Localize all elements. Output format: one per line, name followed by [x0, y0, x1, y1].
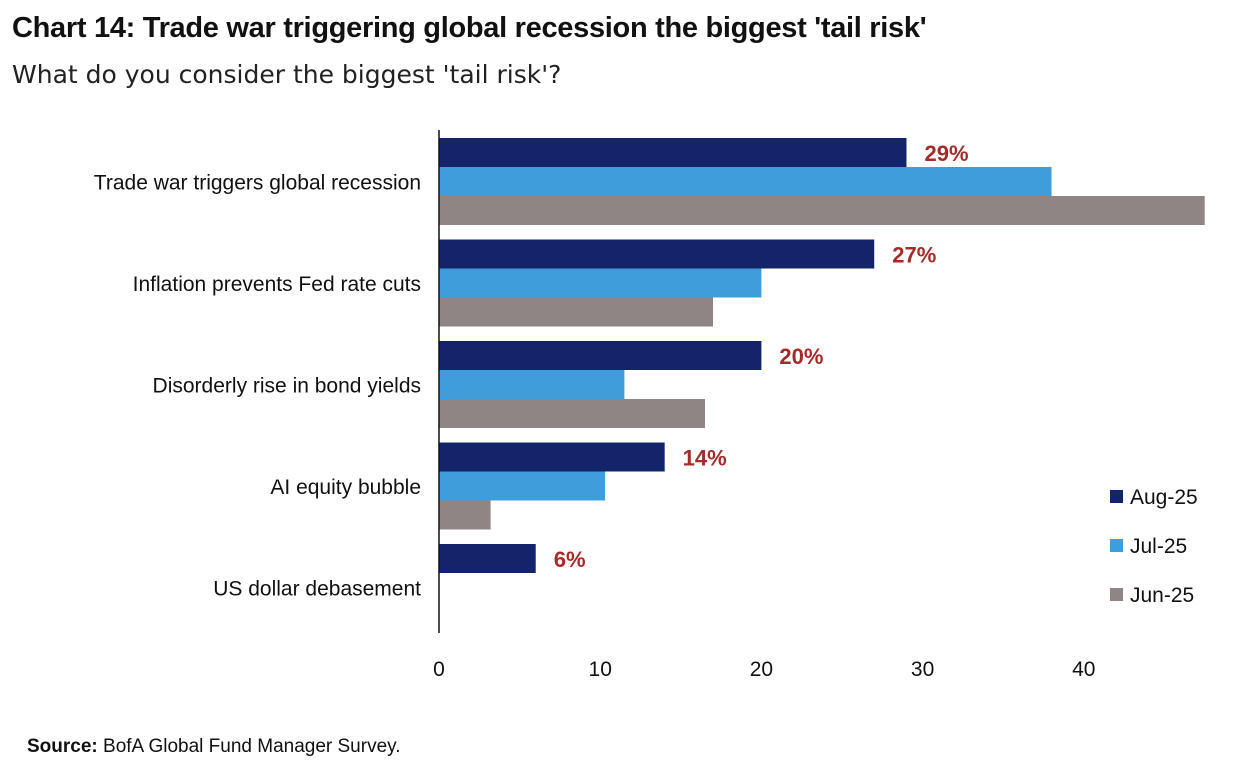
category-label: Inflation prevents Fed rate cuts: [133, 273, 421, 296]
bar-chart: Trade war triggers global recession 29% In…: [94, 130, 1205, 681]
legend-label: Aug-25: [1130, 486, 1198, 509]
data-label: 27%: [892, 243, 936, 268]
source-label: Source:: [27, 736, 98, 757]
category-label: Trade war triggers global recession: [94, 172, 421, 195]
chart-title: Chart 14: Trade war triggering global re…: [12, 12, 927, 44]
category-label: AI equity bubble: [270, 476, 421, 499]
x-tick-label: 20: [750, 658, 773, 681]
x-tick-label: 30: [911, 658, 934, 681]
labels-layer: Trade war triggers global recession 29% In…: [94, 141, 969, 601]
data-label: 6%: [554, 547, 586, 572]
bar-aug-25-4: [439, 442, 665, 472]
data-label: 20%: [779, 344, 823, 369]
category-label: US dollar debasement: [213, 578, 421, 601]
bar-jun-25-3: [439, 399, 705, 428]
legend: Aug-25 Jul-25 Jun-25: [1110, 486, 1198, 607]
data-label: 14%: [683, 446, 727, 471]
bar-jul-25-3: [439, 370, 625, 399]
bar-jul-25-1: [439, 167, 1052, 196]
bar-aug-25-3: [439, 341, 762, 370]
source-text: BofA Global Fund Manager Survey.: [103, 736, 401, 757]
x-tick-label: 0: [433, 658, 445, 681]
x-tick-label: 40: [1072, 658, 1095, 681]
source-note: Source: BofA Global Fund Manager Survey.: [27, 736, 401, 758]
bar-aug-25-1: [439, 138, 907, 167]
legend-swatch: [1110, 588, 1123, 601]
legend-swatch: [1110, 490, 1123, 503]
legend-swatch: [1110, 539, 1123, 552]
legend-label: Jul-25: [1130, 535, 1187, 558]
x-axis-ticks: 0 10 20 30 40: [433, 658, 1095, 681]
bar-jun-25-2: [439, 297, 714, 327]
x-tick-label: 10: [589, 658, 612, 681]
bar-jul-25-4: [439, 471, 606, 501]
chart-subtitle: What do you consider the biggest 'tail r…: [12, 60, 562, 89]
bars-layer: [439, 138, 1205, 573]
bar-jul-25-2: [439, 268, 762, 298]
category-label: Disorderly rise in bond yields: [153, 375, 421, 398]
bar-aug-25-2: [439, 239, 875, 269]
bar-jun-25-1: [439, 196, 1205, 225]
data-label: 29%: [924, 141, 968, 166]
legend-label: Jun-25: [1130, 584, 1194, 607]
bar-aug-25-5: [439, 544, 536, 573]
bar-jun-25-4: [439, 500, 491, 530]
